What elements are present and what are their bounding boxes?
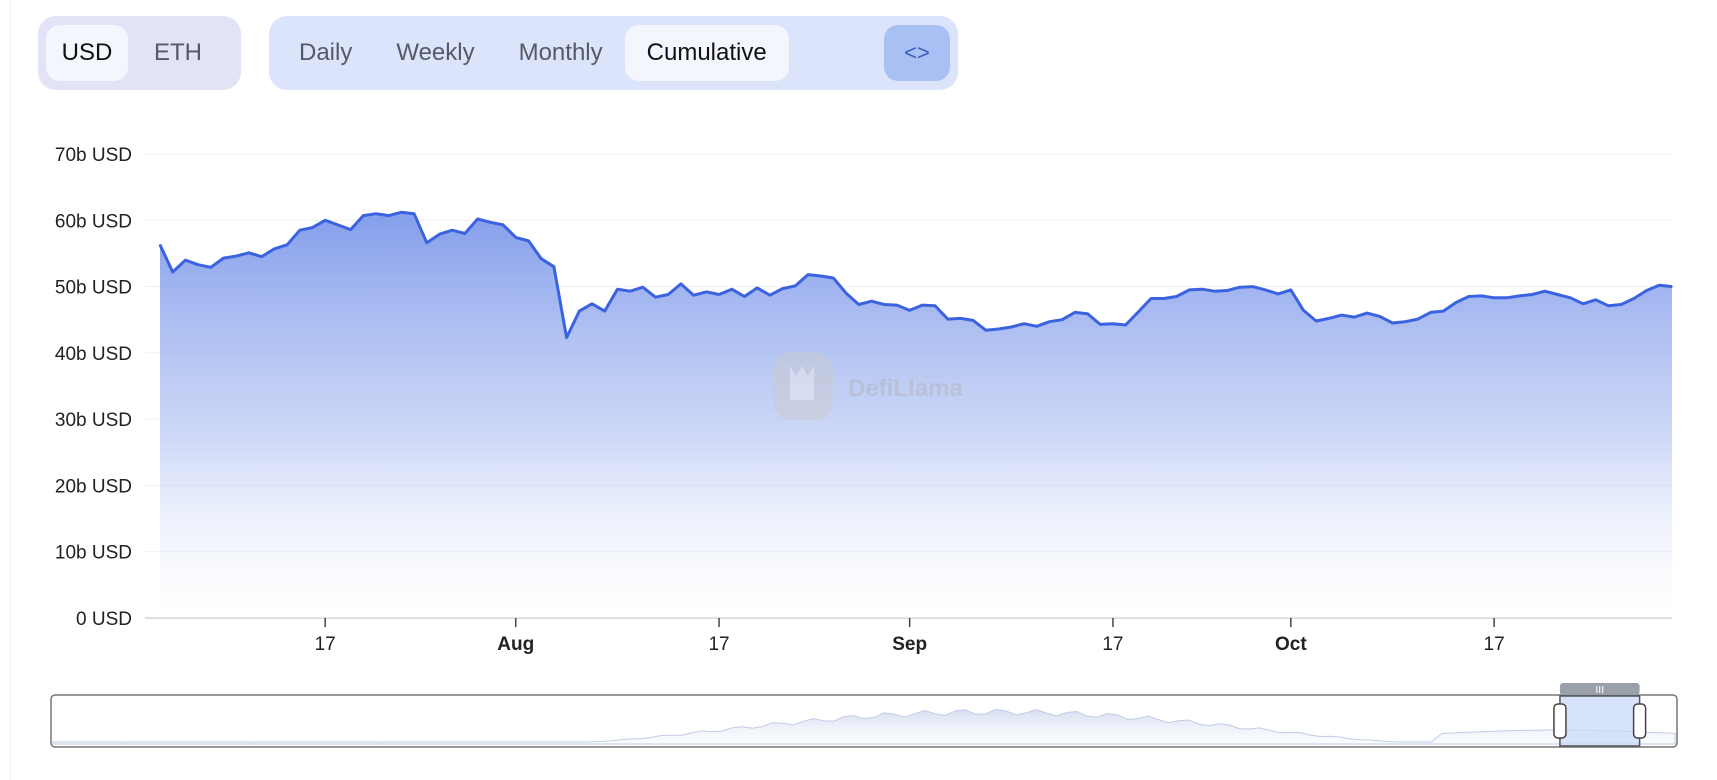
y-tick-label: 60b USD [55,211,132,232]
x-axis: 17 Aug 17 Sep 17 Oct 17 [315,618,1505,655]
eth-button[interactable]: ETH [154,39,202,66]
x-tick-label: 17 [708,634,729,655]
x-tick-label: 17 [1102,634,1123,655]
x-tick-label: 17 [315,634,336,655]
overview-handle-right[interactable] [1632,703,1647,739]
area-fill [160,212,1672,619]
watermark-text: DefiLlama [848,375,963,402]
watermark: DefiLlama [773,352,963,420]
series-line [158,210,1673,340]
llama-logo-detail [790,366,814,400]
grip-icon: III [1595,685,1604,696]
overview-selection[interactable] [1559,695,1641,747]
y-tick-label: 70b USD [55,145,132,166]
weekly-button[interactable]: Weekly [396,39,475,66]
x-tick-label: Oct [1275,634,1307,655]
y-axis: 0 USD 10b USD 20b USD 30b USD 40b USD 50b USD… [55,145,132,630]
embed-button[interactable]: <> [884,25,950,81]
y-tick-label: 50b USD [55,278,132,299]
y-tick-label: 30b USD [55,410,132,431]
overview-handle-left[interactable] [1553,703,1567,739]
code-embed-icon: <> [904,40,930,65]
usd-button[interactable]: USD [46,25,128,81]
x-tick-label: Sep [892,634,927,655]
period-toggle: Daily Weekly Monthly Cumulative <> [269,16,958,90]
daily-button[interactable]: Daily [299,39,353,66]
y-tick-label: 20b USD [55,476,132,497]
monthly-button[interactable]: Monthly [518,39,603,66]
y-tick-label: 0 USD [76,609,132,630]
x-tick-label: 17 [1484,634,1505,655]
x-tick-label: Aug [497,634,534,655]
currency-toggle: USD ETH [38,16,241,90]
cumulative-button[interactable]: Cumulative [624,25,789,81]
overview-area [52,708,1676,745]
range-overview[interactable]: III [50,683,1678,748]
frame-border [10,0,11,780]
overview-drag-bar[interactable] [1559,683,1640,695]
y-tick-label: 10b USD [55,543,132,564]
y-tick-label: 40b USD [55,344,132,365]
